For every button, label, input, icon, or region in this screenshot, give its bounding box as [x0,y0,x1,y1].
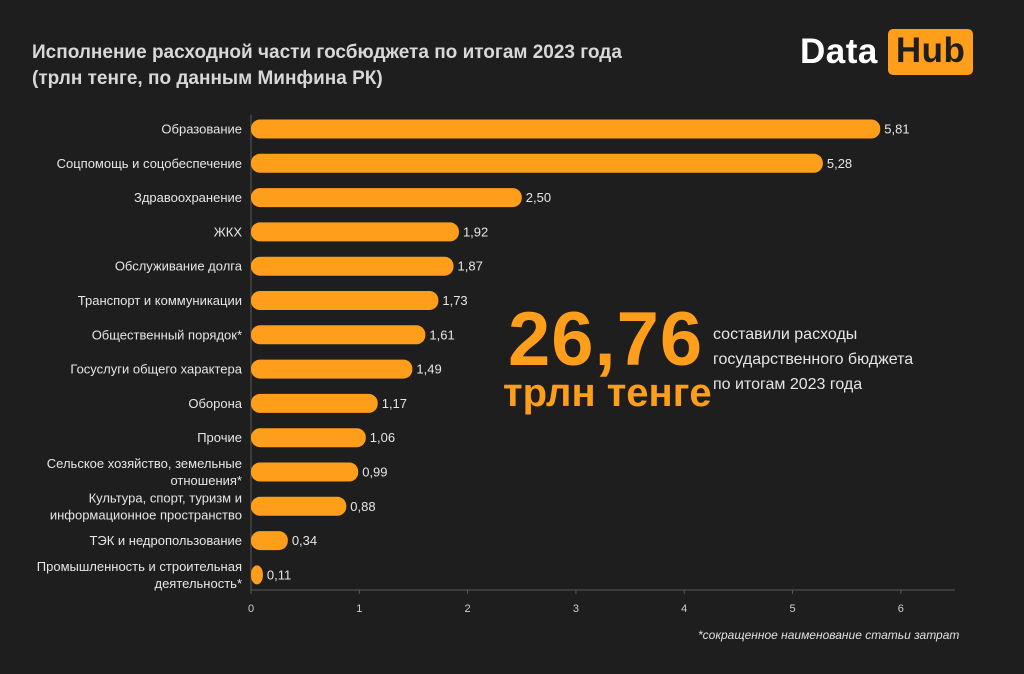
category-label-10: Прочие [197,430,242,445]
value-label-14: 0,11 [267,567,291,582]
category-label-13: ТЭК и недропользование [89,533,242,548]
value-label-5: 1,87 [458,259,483,274]
bar-2 [251,153,823,173]
category-label-14: Промышленность и строительная деятельност… [37,559,242,591]
bar-10 [251,428,366,448]
value-label-2: 5,28 [827,156,852,171]
bar-12 [251,496,347,516]
category-label-7: Общественный порядок* [92,327,242,342]
x-tick-label-0: 0 [248,603,254,615]
bar-13 [251,531,288,551]
value-label-11: 0,99 [362,465,387,480]
bar-5 [251,256,454,276]
category-label-3: Здравоохранение [134,190,242,205]
bar-3 [251,188,522,208]
logo-word-data: Data [800,32,878,71]
category-label-5: Обслуживание долга [115,259,243,274]
value-label-4: 1,92 [463,224,488,239]
x-tick-label-5: 5 [789,603,795,615]
value-label-1: 5,81 [884,122,909,137]
x-tick-label-2: 2 [465,603,471,615]
bar-6 [251,291,439,310]
bar-14 [251,565,263,585]
total-description-line2: государственного бюджета [713,351,914,368]
value-label-7: 1,61 [429,327,454,342]
total-unit: трлн тенге [503,371,712,415]
bar-9 [251,393,378,413]
category-label-4: ЖКХ [214,224,243,239]
chart-subtitle: (трлн тенге, по данным Минфина РК) [32,68,383,89]
total-description-line3: по итогам 2023 года [713,376,863,393]
category-label-11: Сельское хозяйство, земельные отношения* [47,456,242,488]
bar-1 [251,119,881,139]
x-tick-label-3: 3 [573,603,579,615]
bar-7 [251,325,426,345]
value-label-3: 2,50 [526,190,551,205]
total-description-line1: составили расходы [713,326,858,343]
total-description: составили расходы государственного бюдже… [713,322,913,397]
value-label-6: 1,73 [442,293,467,308]
bar-11 [251,462,359,482]
value-label-8: 1,49 [416,362,441,377]
category-label-2: Соцпомощь и соцобеспечение [57,156,242,171]
x-tick-label-1: 1 [356,603,362,615]
category-label-12: Культура, спорт, туризм и информационное … [50,490,242,522]
value-label-13: 0,34 [292,533,317,548]
chart-title: Исполнение расходной части госбюджета по… [32,40,622,92]
value-label-9: 1,17 [382,396,407,411]
footnote: *сокращенное наименование статьи затрат [698,628,960,642]
value-label-10: 1,06 [370,430,395,445]
datahub-logo: Data Hub [800,25,974,79]
category-label-9: Оборона [188,396,242,411]
value-label-12: 0,88 [350,499,375,514]
category-label-1: Образование [161,122,242,137]
bar-8 [251,359,413,379]
total-value: 26,76 [508,297,704,382]
category-label-8: Госуслуги общего характера [70,362,242,377]
bar-4 [251,222,459,242]
x-tick-label-6: 6 [898,603,904,615]
x-tick-label-4: 4 [681,603,687,615]
logo-word-hub: Hub [887,29,974,75]
chart-title-line1: Исполнение расходной части госбюджета по… [32,42,622,63]
category-label-6: Транспорт и коммуникации [78,293,242,308]
